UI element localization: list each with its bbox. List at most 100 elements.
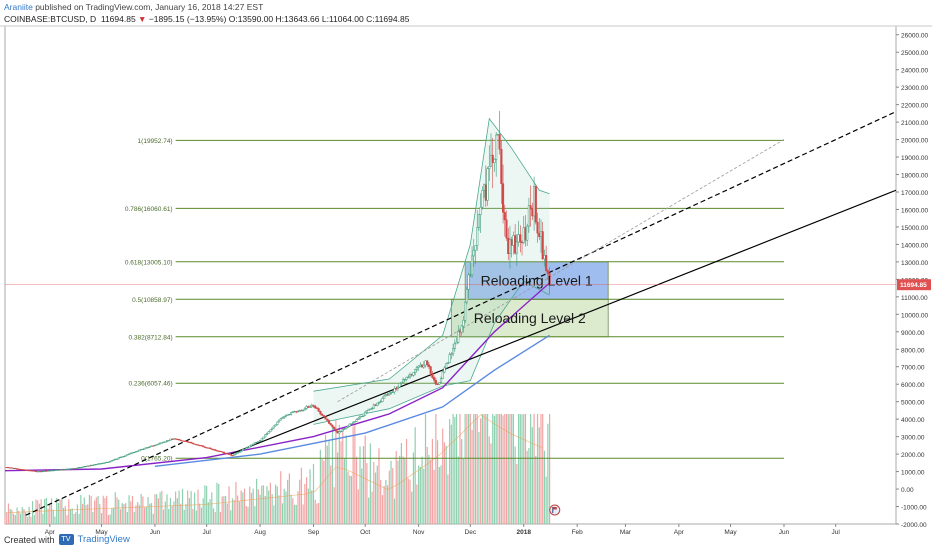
candle-body [293, 411, 296, 413]
volume-bar [305, 477, 308, 524]
x-tick-label: Apr [674, 529, 685, 536]
x-tick-label: Sep [308, 529, 320, 536]
x-axis: Apr May Jun Jul Aug Sep Oct Nov Dec 2018 Feb Mar Apr… [45, 524, 840, 536]
candle-body [243, 448, 246, 450]
volume-bar [99, 504, 101, 524]
volume-bar [337, 452, 339, 524]
volume-bar [92, 512, 94, 524]
volume-bar [221, 496, 223, 524]
volume-bar [135, 505, 137, 524]
volume-bar [450, 424, 452, 524]
volume-bar [68, 499, 70, 524]
candle-body [371, 407, 374, 410]
volume-bar [523, 414, 525, 524]
candle-body [274, 424, 277, 427]
author-link[interactable]: Araniite [4, 2, 33, 12]
volume-bar [357, 489, 359, 524]
candle-body [272, 425, 275, 429]
volume-bar [31, 501, 34, 524]
volume-bar [268, 490, 270, 524]
candle-body [240, 450, 243, 453]
candle-body [288, 413, 291, 416]
volume-bar [407, 478, 409, 524]
candle-body [193, 443, 196, 445]
candle-body [514, 235, 517, 254]
volume-bar [547, 423, 549, 524]
candle-body [148, 446, 151, 448]
volume-bar [340, 441, 342, 524]
footer: Created with TV TradingView [4, 534, 130, 545]
volume-bar [187, 490, 189, 524]
candle-body [343, 428, 346, 430]
volume-bar [266, 486, 268, 524]
candle-body [257, 441, 260, 443]
volume-bar [471, 429, 473, 524]
bollinger-fill [313, 118, 550, 425]
candle-body [424, 360, 427, 366]
candle-body [277, 419, 281, 423]
candle-body [465, 289, 468, 303]
candle-body [421, 364, 424, 368]
volume-bar [411, 491, 413, 524]
candle-body [300, 410, 303, 412]
candle-body [234, 453, 237, 455]
tradingview-logo-icon: TV [58, 534, 74, 545]
volume-bar [485, 414, 487, 524]
candle-body [455, 342, 458, 345]
volume-bar [107, 515, 110, 524]
candle-body [117, 457, 120, 460]
y-tick-label: 10000.00 [901, 312, 928, 319]
volume-bar [23, 508, 25, 524]
candles [5, 110, 551, 473]
candle-body [38, 471, 41, 473]
volume-bar [390, 460, 392, 524]
volume-bar [402, 456, 404, 524]
y-tick-label: 1000.00 [901, 470, 925, 477]
candle-body [529, 205, 532, 210]
candle-body [157, 443, 160, 445]
y-tick-label: 9000.00 [901, 330, 925, 337]
candle-body [470, 255, 474, 275]
candle-body [329, 423, 332, 426]
volume-bar [242, 492, 244, 524]
volume-bar [321, 458, 323, 524]
volume-bar [214, 511, 216, 524]
candle-body [338, 431, 341, 434]
volume-bar [431, 438, 434, 524]
candle-body [345, 426, 348, 430]
tradingview-brand[interactable]: TradingView [77, 534, 130, 545]
volume-bar [206, 485, 208, 524]
candle-body [186, 440, 189, 443]
volume-bar [171, 505, 173, 524]
candle-body [476, 227, 479, 246]
volume-bar [436, 440, 439, 524]
volume-bar [38, 503, 41, 524]
volume-bar [399, 455, 401, 524]
volume-bar [223, 496, 225, 524]
candle-body [372, 404, 375, 409]
candle-body [469, 274, 472, 276]
candle-body [434, 379, 437, 385]
candle-body [171, 438, 174, 440]
candle-body [445, 363, 448, 369]
y-tick-label: 11000.00 [901, 295, 928, 302]
candle-body [138, 449, 141, 452]
symbol-label: COINBASE:BTCUSD, D [4, 14, 97, 24]
volume-bar [404, 457, 406, 524]
candle-body [200, 445, 203, 447]
volume-bar [4, 517, 6, 524]
volume-bar [256, 478, 258, 524]
candle-body [377, 401, 381, 404]
volume-bar [116, 497, 118, 524]
candle-body [219, 450, 222, 452]
candle-body [107, 461, 110, 463]
volume-bar [264, 495, 266, 524]
candle-body [308, 406, 312, 408]
volume-bar [459, 414, 461, 524]
volume-bar [311, 490, 313, 524]
created-with-label: Created with [4, 534, 55, 545]
volume-bar [352, 426, 354, 524]
volume-bar [243, 488, 246, 524]
candle-body [71, 468, 74, 470]
